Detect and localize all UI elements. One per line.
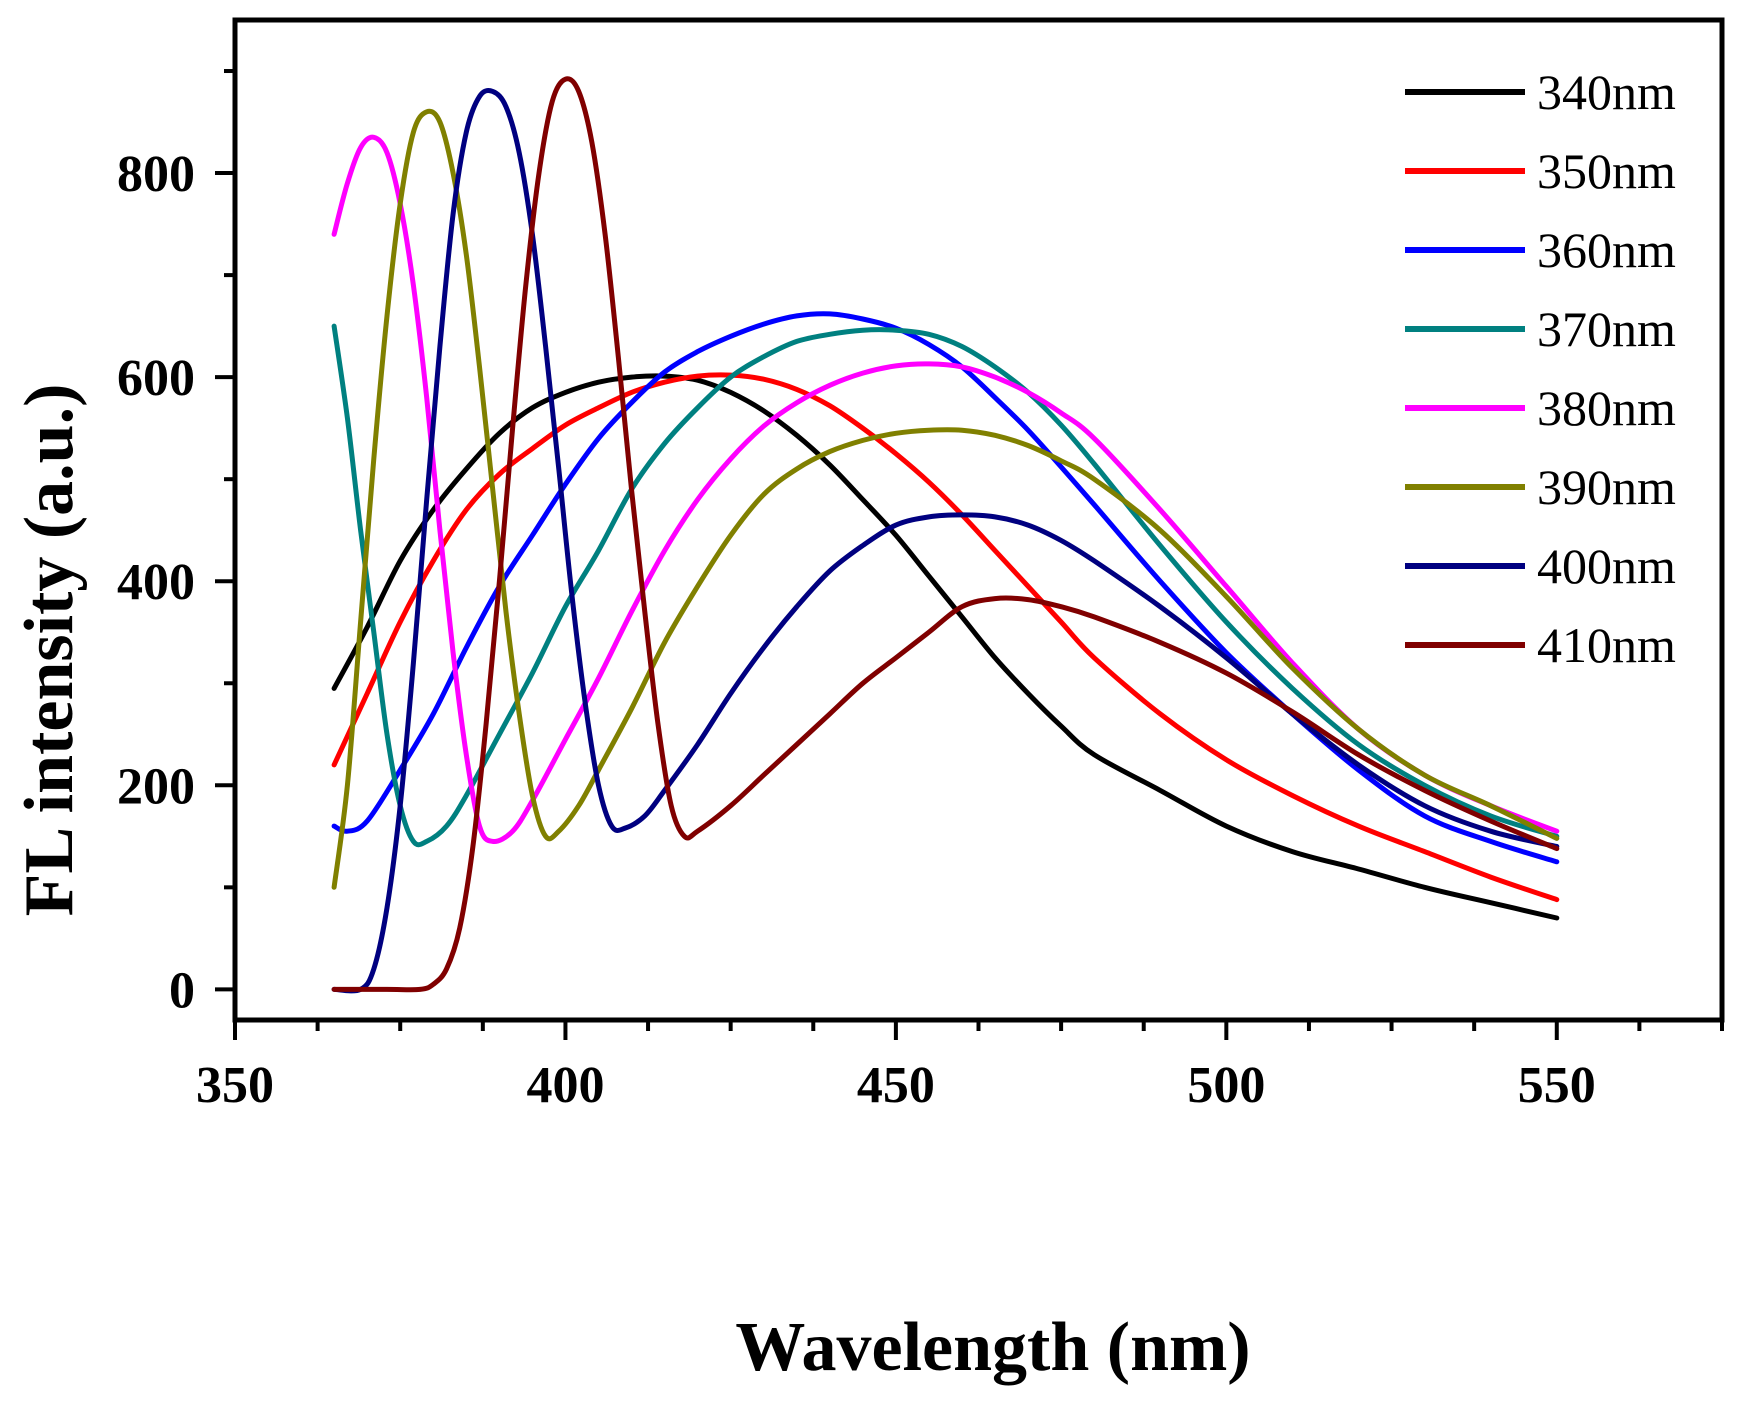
- x-tick-label: 350: [196, 1057, 274, 1114]
- y-axis: 0 200 400 600 800: [117, 69, 235, 1019]
- y-tick-label: 600: [117, 350, 195, 407]
- series-layer: [331, 76, 1560, 994]
- y-tick-label: 0: [169, 962, 195, 1019]
- series-line-410nm: [331, 76, 1560, 993]
- legend-label-370nm: 370nm: [1537, 301, 1676, 357]
- x-tick-label: 500: [1187, 1057, 1265, 1114]
- x-tick-label: 550: [1518, 1057, 1596, 1114]
- series-line-400nm: [331, 87, 1560, 994]
- legend-label-350nm: 350nm: [1537, 143, 1676, 199]
- legend-label-340nm: 340nm: [1537, 64, 1676, 120]
- y-tick-label: 800: [117, 146, 195, 203]
- series-line-390nm: [331, 108, 1560, 890]
- x-axis: 350 400 450 500 550: [196, 1020, 1724, 1114]
- legend-label-360nm: 360nm: [1537, 222, 1676, 278]
- y-axis-title: FL intensity (a.u.): [11, 384, 88, 917]
- x-tick-label: 450: [857, 1057, 935, 1114]
- legend-label-410nm: 410nm: [1537, 617, 1676, 673]
- series-line-340nm: [331, 373, 1560, 921]
- legend: 340nm 350nm 360nm 370nm 380nm 390nm 400nm 410nm: [1405, 64, 1676, 673]
- series-line-380nm: [331, 134, 1560, 844]
- y-tick-label: 200: [117, 758, 195, 815]
- x-tick-label: 400: [526, 1057, 604, 1114]
- legend-label-390nm: 390nm: [1537, 459, 1676, 515]
- series-line-350nm: [331, 372, 1560, 903]
- legend-label-380nm: 380nm: [1537, 380, 1676, 436]
- series-line-370nm: [331, 323, 1560, 848]
- x-axis-title: Wavelength (nm): [735, 1309, 1250, 1386]
- legend-label-400nm: 400nm: [1537, 538, 1676, 594]
- y-tick-label: 400: [117, 554, 195, 611]
